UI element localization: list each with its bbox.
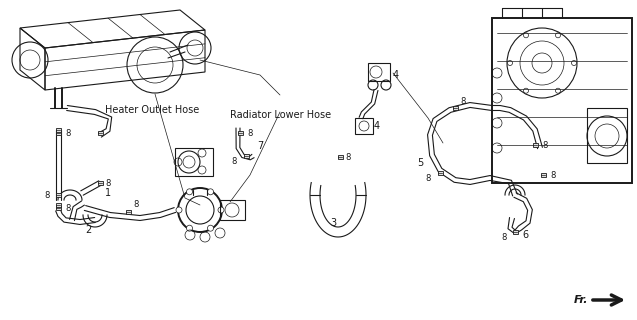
Bar — [368, 63, 390, 81]
Bar — [220, 200, 245, 220]
Bar — [513, 230, 518, 234]
Text: 8: 8 — [345, 153, 350, 162]
Text: Radiator Lower Hose: Radiator Lower Hose — [230, 110, 331, 120]
Bar — [244, 154, 249, 158]
Text: Heater Outlet Hose: Heater Outlet Hose — [105, 105, 199, 115]
Bar — [56, 131, 61, 135]
Circle shape — [208, 189, 213, 195]
Bar — [438, 171, 443, 175]
Text: 8: 8 — [133, 199, 138, 209]
Bar — [338, 155, 343, 159]
Text: 8: 8 — [542, 140, 547, 149]
Circle shape — [176, 207, 182, 213]
Text: 4: 4 — [374, 121, 380, 131]
Text: 8: 8 — [105, 179, 110, 188]
Circle shape — [208, 225, 213, 231]
Bar — [533, 143, 538, 147]
Circle shape — [555, 33, 561, 38]
Bar — [56, 203, 61, 207]
Text: 8: 8 — [425, 173, 431, 182]
Circle shape — [218, 207, 224, 213]
Bar — [541, 173, 546, 177]
Bar — [56, 193, 61, 197]
Text: 6: 6 — [522, 230, 528, 240]
Bar — [175, 148, 213, 176]
Circle shape — [524, 88, 529, 93]
Text: 8: 8 — [65, 129, 70, 138]
Bar — [98, 181, 103, 185]
Text: 4: 4 — [393, 70, 399, 80]
Circle shape — [524, 33, 529, 38]
Text: 2: 2 — [85, 225, 91, 235]
Text: Fr.: Fr. — [573, 295, 588, 305]
Text: 8: 8 — [231, 156, 236, 165]
Bar — [98, 131, 103, 135]
Text: 8: 8 — [501, 233, 506, 242]
Bar — [587, 108, 627, 163]
Text: 7: 7 — [257, 141, 263, 151]
Circle shape — [555, 88, 561, 93]
Text: 3: 3 — [330, 218, 336, 228]
Bar — [56, 128, 61, 132]
Text: 8: 8 — [247, 129, 252, 138]
Circle shape — [187, 225, 192, 231]
Bar — [56, 206, 61, 210]
Circle shape — [508, 60, 513, 66]
Text: 5: 5 — [417, 158, 423, 168]
Bar — [126, 210, 131, 214]
Bar — [355, 118, 373, 134]
Text: 8: 8 — [460, 97, 466, 106]
Circle shape — [187, 189, 192, 195]
Circle shape — [571, 60, 576, 66]
Text: 1: 1 — [105, 188, 111, 198]
Bar — [453, 106, 458, 110]
Text: 8: 8 — [44, 190, 50, 199]
Text: 8: 8 — [65, 204, 70, 212]
Text: 8: 8 — [550, 171, 555, 180]
Bar — [492, 18, 632, 183]
Bar — [238, 131, 243, 135]
